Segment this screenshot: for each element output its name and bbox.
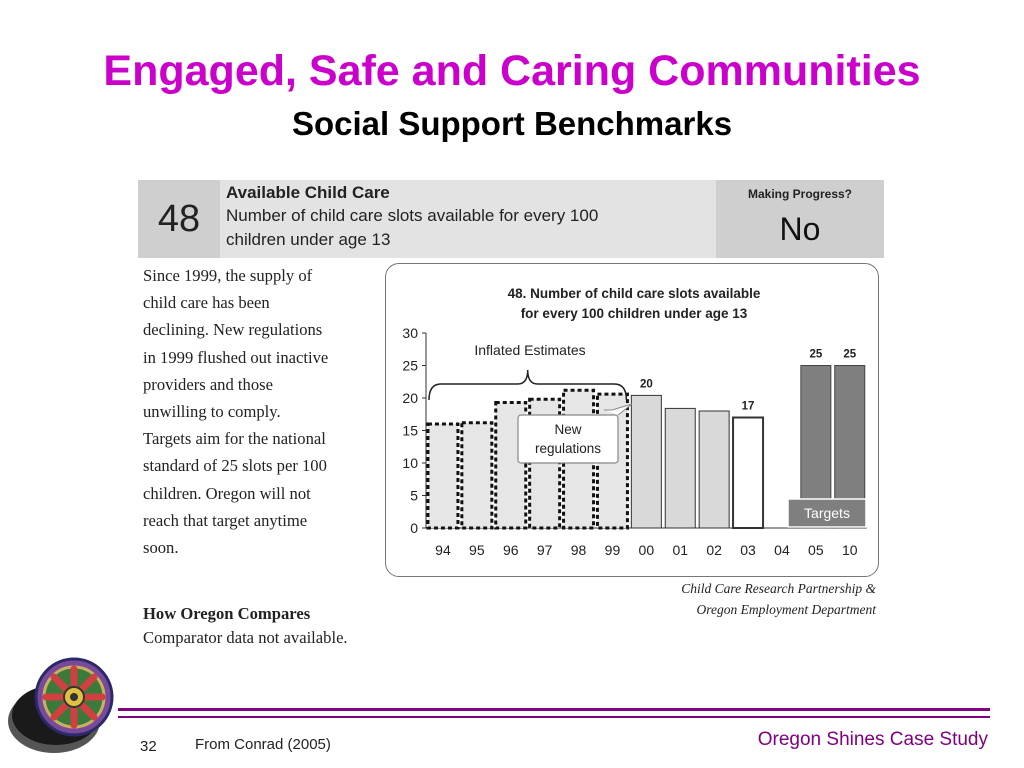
chart-source: Child Care Research Partnership & Oregon… — [681, 578, 876, 620]
chart-title-line2: for every 100 children under age 13 — [521, 306, 748, 321]
x-tick-label: 02 — [706, 542, 722, 558]
x-tick-label: 95 — [469, 542, 485, 558]
y-tick-label: 20 — [402, 390, 418, 406]
x-tick-label: 05 — [808, 542, 824, 558]
bar-inflated — [426, 422, 460, 530]
new-regulations-label-line1: New — [554, 422, 581, 437]
callout-pointer — [604, 403, 633, 416]
comparison-heading: How Oregon Compares — [143, 604, 311, 623]
targets-label: Targets — [804, 505, 850, 521]
explanation-paragraph: Since 1999, the supply of child care has… — [143, 262, 383, 561]
benchmark-text: Available Child Care Number of child car… — [226, 182, 716, 252]
bar-chart: 48. Number of child care slots available… — [402, 286, 867, 558]
chart-container: 48. Number of child care slots available… — [385, 263, 879, 577]
x-tick-label: 99 — [605, 542, 621, 558]
chart-title-line1: 48. Number of child care slots available — [508, 286, 761, 301]
x-tick-label: 94 — [435, 542, 451, 558]
x-tick-label: 03 — [740, 542, 756, 558]
paragraph-line: reach that target anytime — [143, 510, 308, 530]
paragraph-line: unwilling to comply. — [143, 402, 281, 422]
paragraph-line: soon. — [143, 538, 179, 558]
new-regulations-label-line2: regulations — [535, 441, 601, 456]
x-tick-label: 04 — [774, 542, 790, 558]
data-label: 25 — [843, 349, 856, 361]
source-line1: Child Care Research Partnership & — [681, 581, 876, 596]
paragraph-line: in 1999 flushed out inactive — [143, 347, 329, 367]
y-tick-label: 15 — [402, 423, 418, 439]
paragraph-line: child care has been — [143, 293, 270, 313]
y-tick-label: 0 — [410, 520, 418, 536]
paragraph-line: declining. New regulations — [143, 320, 323, 340]
progress-label: Making Progress? — [747, 187, 853, 201]
bar-inflated — [460, 421, 494, 530]
paragraph-line: children. Oregon will not — [143, 483, 311, 503]
x-tick-label: 97 — [537, 542, 553, 558]
benchmark-description-1: Number of child care slots available for… — [226, 206, 599, 225]
x-tick-label: 98 — [571, 542, 587, 558]
data-label: 20 — [640, 378, 653, 390]
footer-rule-top — [118, 708, 990, 711]
y-tick-label: 5 — [410, 488, 418, 504]
paragraph-line: Since 1999, the supply of — [143, 266, 313, 285]
inflated-brace — [428, 369, 628, 401]
bar-actual — [664, 407, 696, 529]
new-regulations-callout — [517, 414, 619, 464]
x-tick-label: 01 — [672, 542, 688, 558]
paragraph-line: Targets aim for the national — [143, 429, 326, 449]
benchmark-title: Available Child Care — [226, 183, 390, 202]
x-tick-label: 10 — [842, 542, 858, 558]
x-tick-label: 96 — [503, 542, 519, 558]
inflated-estimates-label: Inflated Estimates — [474, 342, 585, 358]
benchmark-header: 48 Available Child Care Number of child … — [138, 180, 884, 258]
comparison-section: How Oregon Compares Comparator data not … — [143, 602, 348, 650]
data-label: 17 — [742, 401, 755, 413]
page-number: 32 — [140, 738, 157, 755]
bar-actual — [732, 416, 765, 529]
data-label: 25 — [809, 349, 822, 361]
x-tick-label: 00 — [639, 542, 655, 558]
footer-credit: From Conrad (2005) — [195, 736, 331, 753]
bar-actual — [630, 394, 662, 529]
footer-rule-bottom — [118, 716, 990, 718]
y-tick-label: 30 — [402, 325, 418, 341]
targets-badge — [787, 498, 867, 528]
y-tick-label: 10 — [402, 455, 418, 471]
paragraph-line: standard of 25 slots per 100 — [143, 456, 327, 476]
bar-actual — [698, 410, 730, 529]
source-line2: Oregon Employment Department — [696, 602, 876, 617]
comparison-text: Comparator data not available. — [143, 628, 348, 647]
benchmark-number: 48 — [138, 180, 220, 258]
slide-title: Engaged, Safe and Caring Communities — [103, 47, 921, 95]
progress-value: No — [779, 211, 821, 247]
paragraph-line: providers and those — [143, 374, 273, 394]
progress-panel: Making Progress? No — [716, 180, 884, 258]
footer-case-study: Oregon Shines Case Study — [757, 729, 988, 750]
benchmark-description-2: children under age 13 — [226, 230, 391, 249]
oregon-shines-wheel-logo-icon — [8, 657, 114, 753]
y-tick-label: 25 — [402, 358, 418, 374]
slide-subtitle: Social Support Benchmarks — [291, 105, 733, 142]
